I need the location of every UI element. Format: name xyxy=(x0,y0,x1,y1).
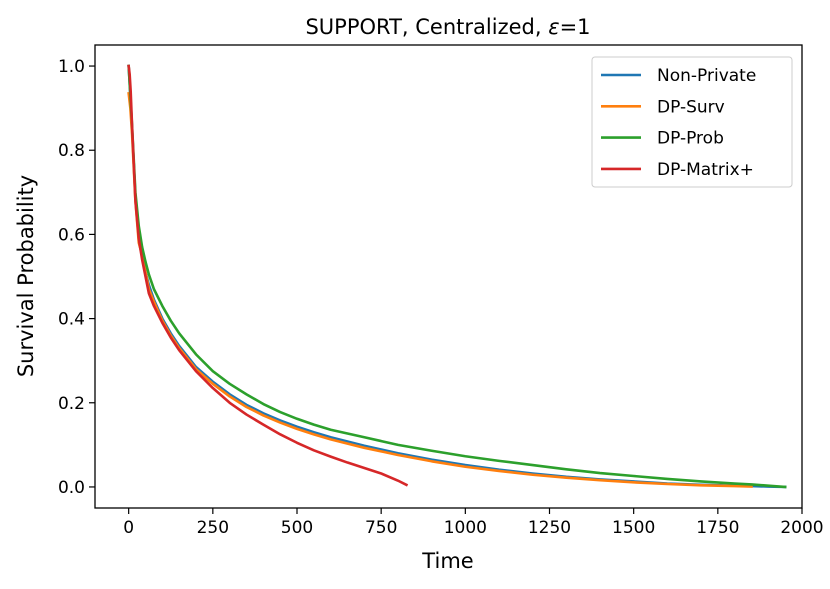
x-tick-label: 1000 xyxy=(444,518,487,538)
series-line-dp-matrix xyxy=(127,64,409,487)
x-axis-ticks: 0 250 500 750 1000 1250 1500 1750 2000 xyxy=(123,508,824,538)
chart-title-main: SUPPORT, Centralized, xyxy=(305,15,548,39)
x-tick-label: 1250 xyxy=(528,518,571,538)
legend-label-non-private: Non-Private xyxy=(657,66,756,86)
y-tick-label: 0.2 xyxy=(58,394,85,414)
y-axis-ticks: 0.0 0.2 0.4 0.6 0.8 1.0 xyxy=(58,57,95,498)
x-tick-label: 750 xyxy=(365,518,397,538)
legend-label-dp-prob: DP-Prob xyxy=(657,129,724,149)
chart-title-tail: =1 xyxy=(560,15,591,39)
plot-frame xyxy=(94,44,803,509)
y-tick-label: 0.0 xyxy=(58,478,85,498)
x-tick-label: 1500 xyxy=(612,518,655,538)
legend-label-dp-matrix: DP-Matrix+ xyxy=(657,160,754,180)
x-tick-label: 2000 xyxy=(780,518,823,538)
series-line-dp-prob xyxy=(127,64,787,489)
x-tick-label: 250 xyxy=(197,518,229,538)
y-tick-label: 1.0 xyxy=(58,57,85,77)
chart-title-epsilon: ε xyxy=(548,15,559,39)
legend: Non-Private DP-Surv DP-Prob DP-Matrix+ xyxy=(591,56,793,188)
y-tick-label: 0.4 xyxy=(58,310,85,330)
y-tick-label: 0.6 xyxy=(58,225,85,245)
x-tick-label: 1750 xyxy=(696,518,739,538)
y-axis-label: Survival Probability xyxy=(14,175,38,377)
legend-label-dp-surv: DP-Surv xyxy=(657,97,725,117)
chart-title: SUPPORT, Centralized, ε=1 xyxy=(305,15,590,39)
x-tick-label: 500 xyxy=(281,518,313,538)
y-tick-label: 0.8 xyxy=(58,141,85,161)
x-tick-label: 0 xyxy=(123,518,134,538)
x-axis-label: Time xyxy=(421,549,473,573)
plot-series xyxy=(127,64,787,489)
legend-box xyxy=(591,56,793,188)
